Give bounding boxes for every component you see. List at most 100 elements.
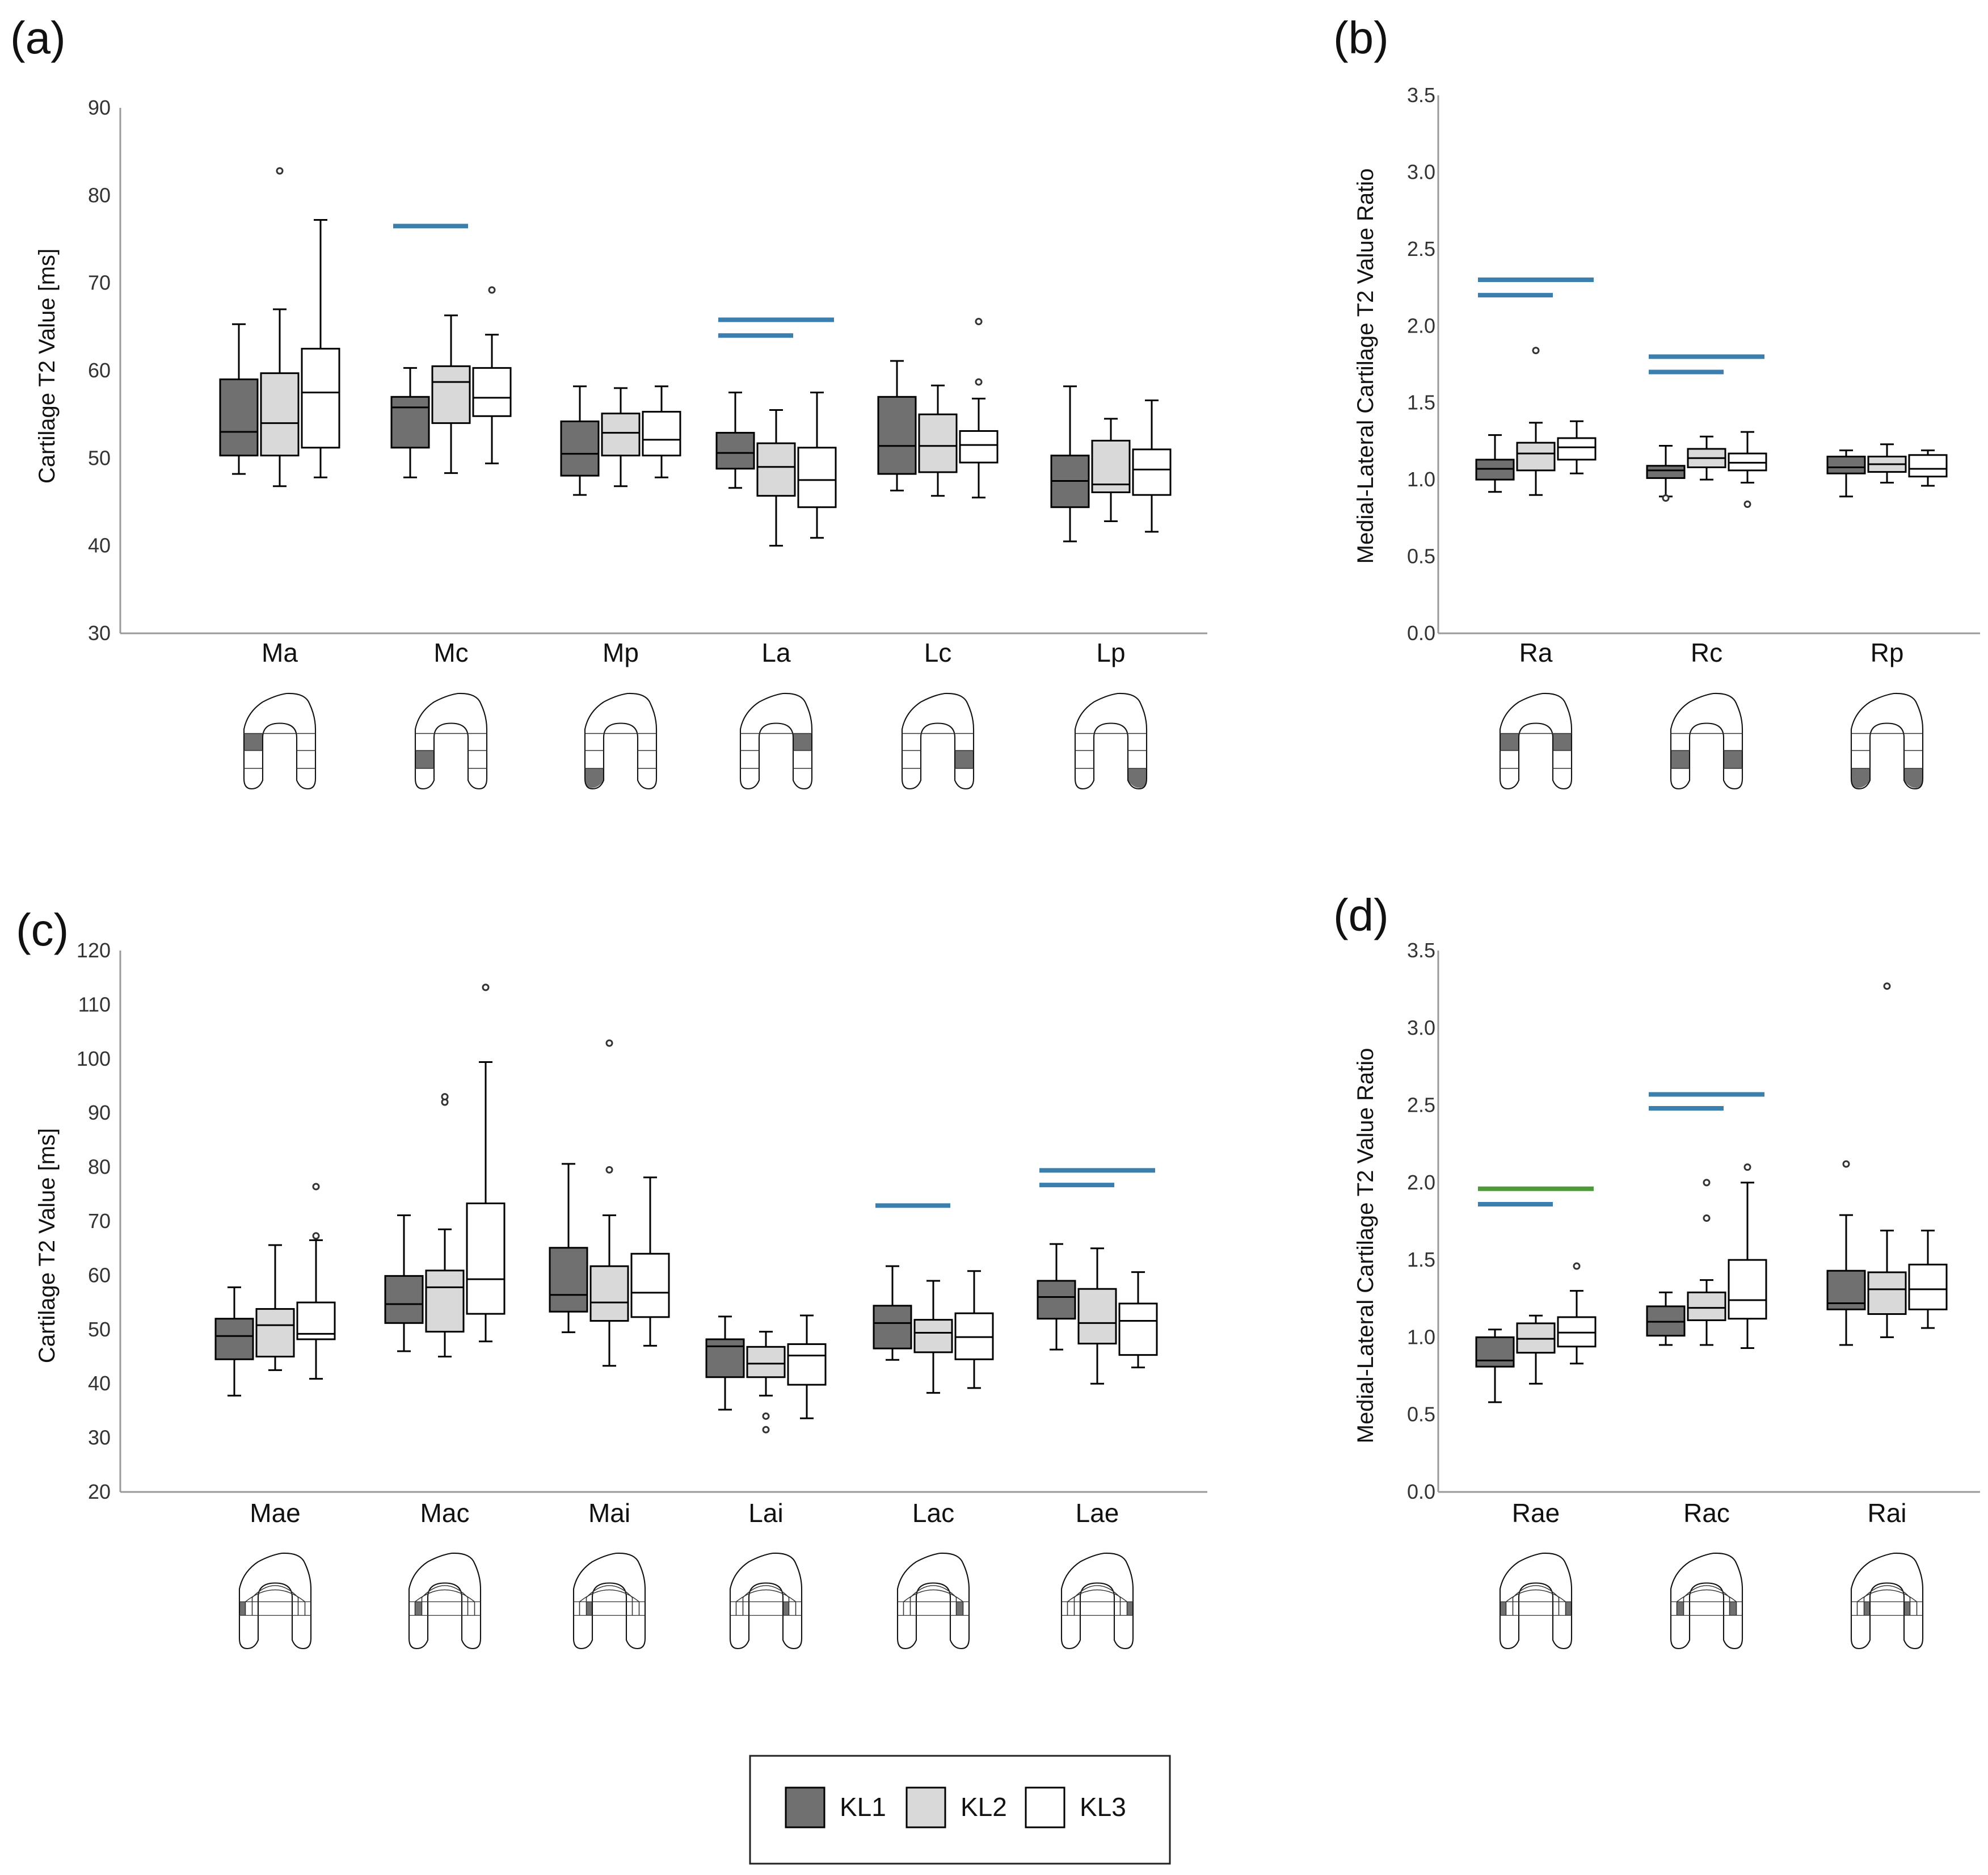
box-iqr [913,1319,953,1353]
femur-diagram-icon [1850,1552,1924,1650]
x-tick-label: Rp [1871,638,1904,667]
box-iqr [1475,1336,1515,1368]
box-iqr [918,413,958,473]
box-iqr [260,372,300,457]
shaded-region [1500,733,1519,751]
femur-diagram-icon [1670,1552,1743,1650]
y-tick-label: 70 [88,1209,111,1233]
box-kl3 [797,392,837,539]
arc-divider [903,1589,964,1616]
y-tick-label: 2.5 [1407,1094,1435,1117]
legend-swatch-kl3 [1025,1786,1065,1828]
box-kl2 [425,1093,465,1357]
shaded-region [415,750,434,768]
box-kl2 [589,1039,629,1367]
x-tick-label: Mp [603,638,639,667]
y-tick-label: 3.0 [1407,1016,1435,1039]
y-tick-label: 0.5 [1407,1403,1435,1426]
box-kl1 [1475,1329,1515,1403]
box-kl1 [214,1286,254,1397]
arc-divider [414,1589,475,1616]
panel-label-d: (d) [1333,890,1389,940]
box-kl3 [1557,420,1597,474]
shaded-region [1729,1601,1737,1616]
box-iqr [1516,442,1556,472]
box-kl1 [1646,1291,1686,1346]
shaded-region [955,750,974,768]
box-iqr [1728,1259,1767,1320]
shaded-region [1500,1601,1506,1616]
diagrams-layer [238,692,1924,1650]
box-iqr [1037,1280,1076,1320]
y-tick-label: 80 [88,1155,111,1179]
y-tick-label: 1.0 [1407,468,1435,491]
y-tick-label: 0.0 [1407,1480,1435,1503]
femur-diagram-icon [729,1552,803,1650]
box-kl3 [1908,449,1948,487]
y-tick-label: 0.0 [1407,621,1435,645]
femur-outline [729,1552,803,1650]
y-tick-label: 60 [88,359,111,382]
legend-label-kl3: KL3 [1080,1792,1126,1822]
femur-outline [1670,1552,1743,1650]
femur-outline [896,1552,970,1650]
femur-diagram-icon [243,692,317,790]
femur-diagram-icon [584,692,658,790]
y-tick-label: 40 [88,1372,111,1395]
shaded-region [793,733,812,751]
box-kl3 [1908,1229,1948,1329]
ylabel-a: Cartilage T2 Value [ms] [35,249,60,484]
box-kl3 [1557,1262,1597,1365]
y-tick-label: 3.5 [1407,83,1435,107]
box-kl2 [913,1280,953,1394]
x-tick-label: Ma [262,638,298,667]
femur-outline [1074,692,1148,790]
box-kl1 [715,392,755,489]
femur-diagram-icon [901,692,975,790]
y-tick-label: 90 [88,96,111,119]
x-tick-label: Rai [1867,1498,1906,1528]
femur-outline [1850,1552,1924,1650]
outlier-point [1743,500,1751,508]
box-iqr [1867,1271,1907,1315]
femur-outline [739,692,813,790]
outlier-point [1532,347,1540,355]
arc-divider [1676,1589,1737,1616]
box-iqr [1118,1302,1158,1356]
arc-divider [742,1585,790,1616]
femur-diagram-icon [896,1552,970,1650]
panel-label-a: (a) [10,12,66,63]
box-kl3 [472,286,512,465]
femur-outline [901,692,975,790]
femur-diagram-icon [1850,692,1924,790]
femur-diagram-icon [408,1552,482,1650]
x-tick-label: Rac [1683,1498,1730,1528]
box-kl3 [1132,399,1172,533]
panel-label-c: (c) [16,905,69,955]
box-iqr [630,1252,670,1318]
legend-swatch-kl2 [905,1786,946,1828]
box-iqr [1132,448,1172,496]
box-iqr [431,365,471,424]
box-iqr [873,1305,912,1350]
shaded-region [1128,768,1147,788]
box-kl2 [431,314,471,474]
outlier-point [488,286,496,294]
arc-divider [251,1585,299,1616]
box-iqr [1908,454,1948,478]
outlier-point [441,1093,449,1101]
box-kl2 [1687,435,1726,481]
box-kl2 [1867,982,1907,1338]
box-iqr [756,442,796,497]
box-iqr [877,396,917,475]
box-kl1 [1050,385,1090,543]
femur-outline [584,692,658,790]
y-tick-label: 70 [88,271,111,295]
outlier-point [975,318,983,326]
box-iqr [549,1247,588,1313]
outlier-point [605,1039,613,1047]
y-tick-label: 110 [78,993,111,1016]
x-tick-label: Lac [912,1498,954,1528]
femur-outline [243,692,317,790]
